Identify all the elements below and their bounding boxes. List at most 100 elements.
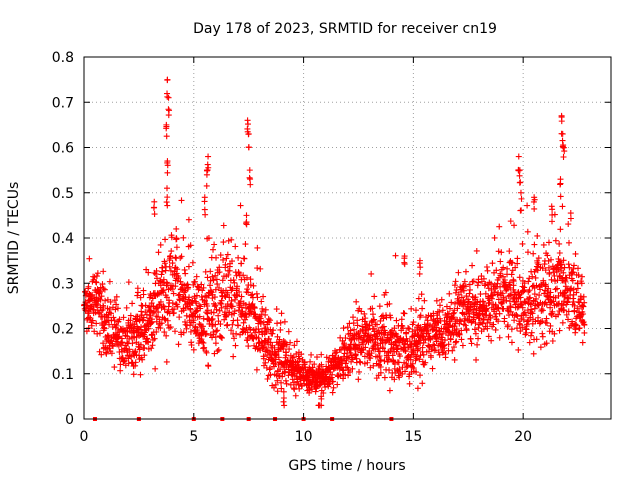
data-point	[562, 283, 569, 290]
y-tick-label: 0	[65, 412, 74, 428]
data-point	[508, 339, 515, 346]
data-point	[571, 262, 578, 269]
data-point	[455, 269, 462, 276]
data-point	[258, 338, 265, 345]
data-point	[267, 326, 274, 333]
data-point	[271, 384, 278, 391]
data-point	[334, 381, 341, 388]
data-point	[220, 256, 227, 263]
data-point	[531, 291, 538, 298]
data-point	[453, 338, 460, 345]
data-point	[260, 355, 267, 362]
data-point	[280, 388, 287, 395]
data-point	[207, 268, 214, 275]
data-point	[578, 273, 585, 280]
data-point	[527, 332, 534, 339]
data-point	[507, 304, 514, 311]
data-point	[436, 302, 443, 309]
data-point	[223, 255, 230, 262]
data-point	[241, 255, 248, 262]
data-point	[499, 299, 506, 306]
data-point	[238, 293, 245, 300]
data-point	[163, 332, 170, 339]
data-point	[209, 273, 216, 280]
data-point	[267, 317, 274, 324]
data-point	[318, 351, 325, 358]
data-point	[218, 334, 225, 341]
y-tick-label: 0.4	[52, 231, 74, 247]
data-point	[552, 237, 559, 244]
data-point	[477, 291, 484, 298]
data-point	[212, 272, 219, 279]
data-point	[386, 367, 393, 374]
data-point	[557, 180, 564, 187]
data-point	[136, 346, 143, 353]
data-point	[364, 359, 371, 366]
data-point	[162, 236, 169, 243]
data-point	[274, 320, 281, 327]
data-point	[285, 328, 292, 335]
data-point	[406, 380, 413, 387]
data-point	[566, 264, 573, 271]
data-point	[514, 313, 521, 320]
data-point	[168, 234, 175, 241]
data-point	[200, 339, 207, 346]
data-point	[356, 358, 363, 365]
data-point	[527, 294, 534, 301]
data-point	[220, 239, 227, 246]
data-point	[506, 292, 513, 299]
data-point	[85, 283, 92, 290]
data-point	[500, 264, 507, 271]
data-point	[318, 361, 325, 368]
data-point	[479, 320, 486, 327]
data-point	[275, 354, 282, 361]
data-point	[467, 335, 474, 342]
data-point	[104, 332, 111, 339]
data-point	[347, 346, 354, 353]
data-point	[125, 360, 132, 367]
data-point	[100, 268, 107, 275]
data-point	[516, 172, 523, 179]
data-point	[439, 330, 446, 337]
data-point	[374, 335, 381, 342]
data-point	[528, 300, 535, 307]
data-point	[581, 299, 588, 306]
data-point	[219, 277, 226, 284]
data-point	[435, 335, 442, 342]
data-point	[350, 314, 357, 321]
data-point	[278, 310, 285, 317]
data-point	[574, 305, 581, 312]
data-point	[436, 351, 443, 358]
data-point	[220, 222, 227, 229]
data-point	[210, 309, 217, 316]
data-point	[232, 296, 239, 303]
data-point	[175, 292, 182, 299]
data-point	[140, 314, 147, 321]
data-point	[193, 292, 200, 299]
data-point	[207, 288, 214, 295]
data-point	[247, 181, 254, 188]
data-point	[524, 202, 531, 209]
data-point	[214, 348, 221, 355]
data-point	[157, 298, 164, 305]
data-point	[443, 303, 450, 310]
data-point	[539, 265, 546, 272]
data-point	[528, 309, 535, 316]
data-point	[243, 221, 250, 228]
data-point	[247, 281, 254, 288]
data-point	[379, 345, 386, 352]
data-point	[466, 286, 473, 293]
data-point	[286, 346, 293, 353]
data-point	[528, 329, 535, 336]
data-point	[193, 273, 200, 280]
data-point	[132, 348, 139, 355]
data-point	[460, 297, 467, 304]
data-point	[466, 290, 473, 297]
data-point	[512, 264, 519, 271]
data-point	[337, 346, 344, 353]
y-tick-label: 0.8	[52, 50, 74, 66]
data-point	[533, 336, 540, 343]
data-point	[503, 286, 510, 293]
data-point	[164, 93, 171, 100]
